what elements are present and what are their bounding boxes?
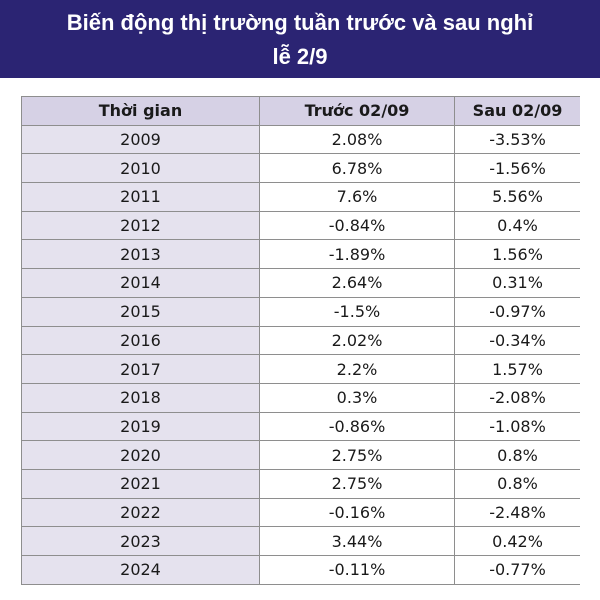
column-header-time: Thời gian	[21, 96, 260, 126]
year-cell: 2015	[21, 296, 260, 327]
table-row: 2015 -1.5% -0.97%	[21, 296, 580, 327]
year-cell: 2017	[21, 354, 260, 384]
table-row: 2020 2.75% 0.8%	[21, 440, 580, 470]
before-value-cell: 0.3%	[259, 382, 455, 413]
before-value-cell: 2.08%	[259, 124, 455, 155]
year-cell: 2010	[21, 153, 260, 184]
before-value-cell: -0.11%	[259, 555, 455, 585]
after-value-cell: 1.56%	[454, 239, 580, 270]
year-cell: 2012	[21, 210, 260, 241]
after-value-cell: 0.4%	[454, 210, 580, 241]
after-value-cell: -2.08%	[454, 382, 580, 413]
table-container: Thời gian Trước 02/09 Sau 02/09 2009 2.08…	[21, 96, 580, 600]
before-value-cell: 2.75%	[259, 440, 455, 470]
header-row: Thời gian Trước 02/09 Sau 02/09	[21, 96, 580, 126]
year-cell: 2022	[21, 497, 260, 528]
before-value-cell: 2.64%	[259, 268, 455, 298]
table-row: 2018 0.3% -2.08%	[21, 382, 580, 413]
after-value-cell: -2.48%	[454, 497, 580, 528]
after-value-cell: 0.42%	[454, 526, 580, 556]
year-cell: 2016	[21, 325, 260, 356]
after-value-cell: 0.8%	[454, 440, 580, 470]
after-value-cell: 0.31%	[454, 268, 580, 298]
table-header: Thời gian Trước 02/09 Sau 02/09	[21, 96, 580, 126]
year-cell: 2009	[21, 124, 260, 155]
year-cell: 2019	[21, 411, 260, 442]
after-value-cell: -3.53%	[454, 124, 580, 155]
table-row: 2012 -0.84% 0.4%	[21, 210, 580, 241]
table-row: 2021 2.75% 0.8%	[21, 468, 580, 499]
table-body: 2009 2.08% -3.53% 2010 6.78% -1.56% 2011 7.6% 5.…	[21, 124, 580, 585]
table-row: 2022 -0.16% -2.48%	[21, 497, 580, 528]
before-value-cell: -1.89%	[259, 239, 455, 270]
before-value-cell: -0.84%	[259, 210, 455, 241]
title-banner: Biến động thị trường tuần trước và sau n…	[0, 0, 600, 78]
market-table: Thời gian Trước 02/09 Sau 02/09 2009 2.08…	[21, 96, 580, 585]
before-value-cell: -0.86%	[259, 411, 455, 442]
year-cell: 2013	[21, 239, 260, 270]
before-value-cell: 6.78%	[259, 153, 455, 184]
after-value-cell: 5.56%	[454, 182, 580, 212]
after-value-cell: 1.57%	[454, 354, 580, 384]
table-row: 2014 2.64% 0.31%	[21, 268, 580, 298]
table-row: 2023 3.44% 0.42%	[21, 526, 580, 556]
before-value-cell: 2.75%	[259, 468, 455, 499]
column-header-after: Sau 02/09	[454, 96, 580, 126]
before-value-cell: 7.6%	[259, 182, 455, 212]
before-value-cell: 3.44%	[259, 526, 455, 556]
table-row: 2011 7.6% 5.56%	[21, 182, 580, 212]
year-cell: 2018	[21, 382, 260, 413]
table-row: 2017 2.2% 1.57%	[21, 354, 580, 384]
table-row: 2016 2.02% -0.34%	[21, 325, 580, 356]
before-value-cell: -1.5%	[259, 296, 455, 327]
before-value-cell: 2.02%	[259, 325, 455, 356]
table-row: 2010 6.78% -1.56%	[21, 153, 580, 184]
table-row: 2024 -0.11% -0.77%	[21, 555, 580, 585]
after-value-cell: -0.97%	[454, 296, 580, 327]
table-row: 2019 -0.86% -1.08%	[21, 411, 580, 442]
year-cell: 2020	[21, 440, 260, 470]
page-title: Biến động thị trường tuần trước và sau n…	[66, 10, 534, 69]
year-cell: 2021	[21, 468, 260, 499]
after-value-cell: -1.56%	[454, 153, 580, 184]
year-cell: 2023	[21, 526, 260, 556]
year-cell: 2014	[21, 268, 260, 298]
after-value-cell: 0.8%	[454, 468, 580, 499]
after-value-cell: -1.08%	[454, 411, 580, 442]
table-row: 2013 -1.89% 1.56%	[21, 239, 580, 270]
after-value-cell: -0.34%	[454, 325, 580, 356]
column-header-before: Trước 02/09	[259, 96, 455, 126]
before-value-cell: -0.16%	[259, 497, 455, 528]
year-cell: 2024	[21, 555, 260, 585]
year-cell: 2011	[21, 182, 260, 212]
table-row: 2009 2.08% -3.53%	[21, 124, 580, 155]
after-value-cell: -0.77%	[454, 555, 580, 585]
before-value-cell: 2.2%	[259, 354, 455, 384]
